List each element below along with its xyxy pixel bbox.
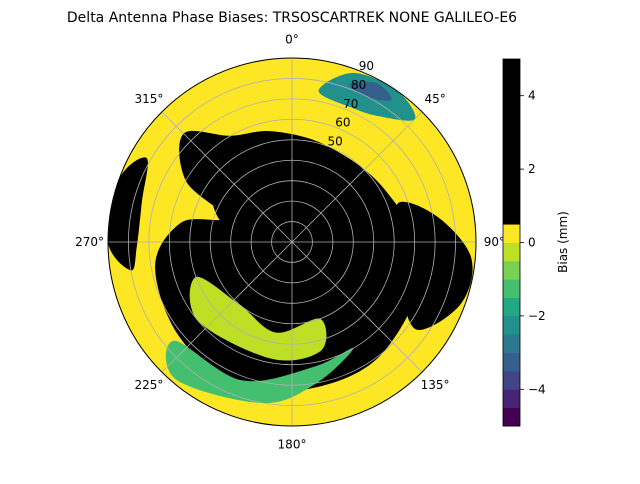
contour-region-9: [349, 81, 392, 101]
angular-tick-label: 135°: [421, 378, 450, 392]
colorbar-segment-6: [503, 297, 520, 317]
angular-tick-label: 180°: [278, 437, 307, 451]
tick-labels: 0° 45° 90° 135° 180° 225° 270° 315° 10 20 30 40 50 60…: [75, 33, 505, 452]
colorbar-segment-10: [503, 224, 520, 243]
colorbar-segment-1: [503, 389, 520, 409]
colorbar-segment-4: [503, 334, 520, 353]
radial-tick-label: 40: [320, 153, 335, 167]
colorbar-segment-19: [503, 59, 520, 78]
radial-tick-label: 10: [296, 210, 311, 224]
colorbar-segment-15: [503, 132, 520, 152]
polar-outline: [107, 57, 477, 427]
colorbar-segment-18: [503, 77, 520, 97]
colorbar-segment-3: [503, 352, 520, 372]
angular-tick-label: 90°: [484, 235, 505, 249]
colorbar-tick-label: −4: [528, 382, 546, 396]
angular-tick-label: 270°: [75, 235, 104, 249]
chart-title: Delta Antenna Phase Biases: TRSOSCARTREK…: [67, 10, 517, 26]
angular-gridline-225: [161, 241, 293, 373]
colorbar-tick-label: 4: [528, 89, 536, 103]
grid: [107, 57, 477, 427]
colorbar-segment-14: [503, 150, 520, 170]
radial-tick-label: 90: [359, 59, 374, 73]
angular-tick-label: 45°: [424, 92, 445, 106]
radial-tick-label: 30: [312, 172, 327, 186]
colorbar-segment-5: [503, 315, 520, 335]
colorbar-segment-2: [503, 370, 520, 390]
contour-region-3: [211, 183, 243, 225]
radial-tick-label: 20: [304, 191, 319, 205]
colorbar-tick-label: 0: [528, 236, 536, 250]
angular-tick-label: 315°: [134, 92, 163, 106]
colorbar-segment-12: [503, 187, 520, 207]
colorbar-segment-17: [503, 95, 520, 115]
colorbar: Bias (mm) −4 −2 0 2 4: [502, 58, 570, 427]
angular-gridline-315: [161, 111, 293, 243]
colorbar-segment-0: [503, 407, 520, 427]
colorbar-segment-7: [503, 279, 520, 298]
colorbar-tick-label: −2: [528, 309, 546, 323]
radial-tick-label: 60: [335, 116, 350, 130]
angular-tick-label: 0°: [285, 33, 299, 47]
angular-gridline-135: [291, 241, 423, 373]
radial-tick-label: 70: [343, 97, 358, 111]
colorbar-segment-8: [503, 260, 520, 280]
colorbar-segment-9: [503, 242, 520, 262]
radial-tick-label: 50: [327, 135, 342, 149]
angular-gridline-45: [291, 111, 423, 243]
angular-tick-label: 225°: [134, 378, 163, 392]
colorbar-label: Bias (mm): [556, 211, 570, 273]
colorbar-tick-label: 2: [528, 162, 536, 176]
contour-region-7: [165, 340, 354, 404]
contour-region-5: [437, 246, 447, 263]
colorbar-segment-11: [503, 205, 520, 225]
colorbar-segment-16: [503, 114, 520, 133]
colorbar-segment-13: [503, 169, 520, 188]
radial-tick-label: 80: [351, 78, 366, 92]
contour-region-2: [396, 201, 473, 331]
